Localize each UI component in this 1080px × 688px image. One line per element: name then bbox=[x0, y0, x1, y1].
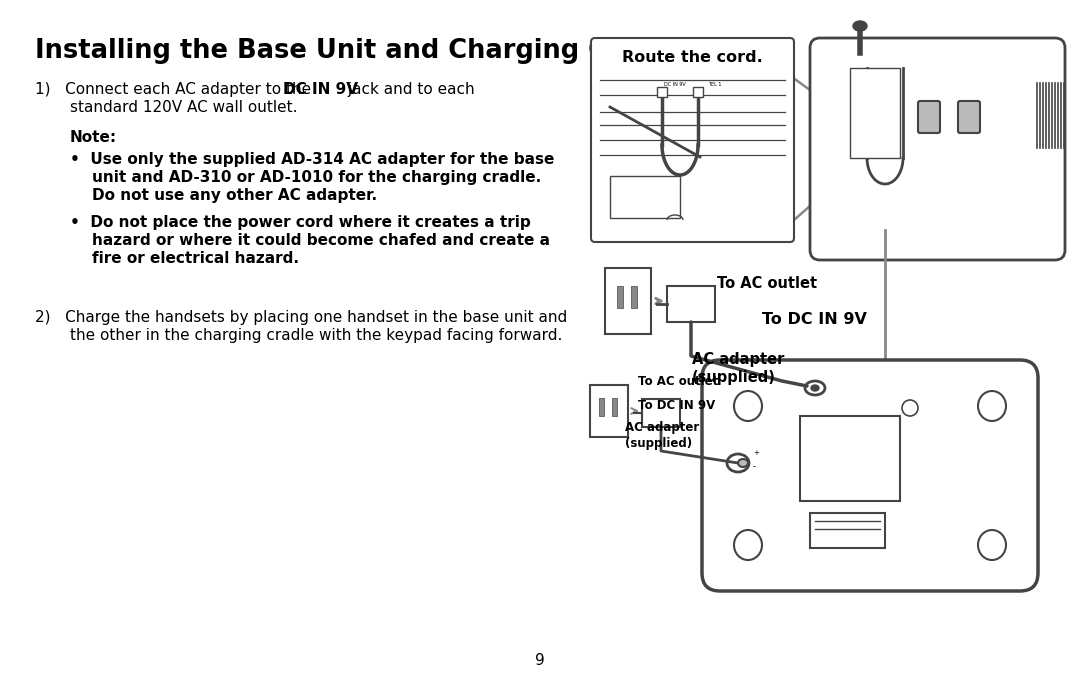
Text: (supplied): (supplied) bbox=[692, 370, 775, 385]
Text: Note:: Note: bbox=[70, 130, 117, 145]
Text: Installing the Base Unit and Charging Cradle: Installing the Base Unit and Charging Cr… bbox=[35, 38, 681, 64]
FancyBboxPatch shape bbox=[591, 38, 794, 242]
Text: +: + bbox=[753, 450, 759, 456]
Bar bbox=[850, 68, 900, 158]
Text: To DC IN 9V: To DC IN 9V bbox=[638, 399, 715, 412]
Text: Route the cord.: Route the cord. bbox=[622, 50, 762, 65]
Text: DC IN 9V: DC IN 9V bbox=[283, 82, 357, 97]
Text: standard 120V AC wall outlet.: standard 120V AC wall outlet. bbox=[70, 100, 297, 115]
Text: To AC outlet: To AC outlet bbox=[638, 375, 718, 388]
Bar bbox=[642, 399, 680, 427]
FancyBboxPatch shape bbox=[918, 101, 940, 133]
Text: hazard or where it could become chafed and create a: hazard or where it could become chafed a… bbox=[92, 233, 550, 248]
Bar bbox=[657, 87, 667, 97]
Bar bbox=[667, 286, 715, 322]
FancyBboxPatch shape bbox=[958, 101, 980, 133]
FancyBboxPatch shape bbox=[702, 360, 1038, 591]
Bar bbox=[612, 398, 617, 416]
Ellipse shape bbox=[738, 459, 748, 467]
Bar bbox=[599, 398, 604, 416]
Bar bbox=[800, 416, 900, 501]
Text: (supplied): (supplied) bbox=[625, 437, 692, 450]
Text: To AC outlet: To AC outlet bbox=[717, 276, 818, 291]
Bar bbox=[590, 385, 627, 437]
Bar bbox=[610, 176, 680, 218]
Text: TEL 1: TEL 1 bbox=[708, 82, 721, 87]
Text: •  Do not place the power cord where it creates a trip: • Do not place the power cord where it c… bbox=[70, 215, 530, 230]
Text: AC adapter: AC adapter bbox=[625, 421, 699, 434]
Text: To DC IN 9V: To DC IN 9V bbox=[762, 312, 867, 327]
Bar bbox=[631, 286, 637, 308]
Text: fire or electrical hazard.: fire or electrical hazard. bbox=[92, 251, 299, 266]
Text: Do not use any other AC adapter.: Do not use any other AC adapter. bbox=[92, 188, 377, 203]
Bar bbox=[617, 286, 623, 308]
Text: the other in the charging cradle with the keypad facing forward.: the other in the charging cradle with th… bbox=[70, 328, 563, 343]
Text: unit and AD-310 or AD-1010 for the charging cradle.: unit and AD-310 or AD-1010 for the charg… bbox=[92, 170, 541, 185]
Text: 2)   Charge the handsets by placing one handset in the base unit and: 2) Charge the handsets by placing one ha… bbox=[35, 310, 567, 325]
Bar bbox=[693, 87, 703, 97]
Bar bbox=[810, 513, 885, 548]
Text: -: - bbox=[753, 462, 756, 471]
Text: 9: 9 bbox=[535, 653, 545, 668]
Ellipse shape bbox=[853, 21, 867, 31]
Ellipse shape bbox=[811, 385, 819, 391]
Text: 1)   Connect each AC adapter to the: 1) Connect each AC adapter to the bbox=[35, 82, 316, 97]
Text: jack and to each: jack and to each bbox=[343, 82, 474, 97]
Text: DC IN 9V: DC IN 9V bbox=[664, 82, 686, 87]
Bar bbox=[605, 268, 651, 334]
Text: •  Use only the supplied AD-314 AC adapter for the base: • Use only the supplied AD-314 AC adapte… bbox=[70, 152, 554, 167]
FancyBboxPatch shape bbox=[810, 38, 1065, 260]
Text: AC adapter: AC adapter bbox=[692, 352, 784, 367]
